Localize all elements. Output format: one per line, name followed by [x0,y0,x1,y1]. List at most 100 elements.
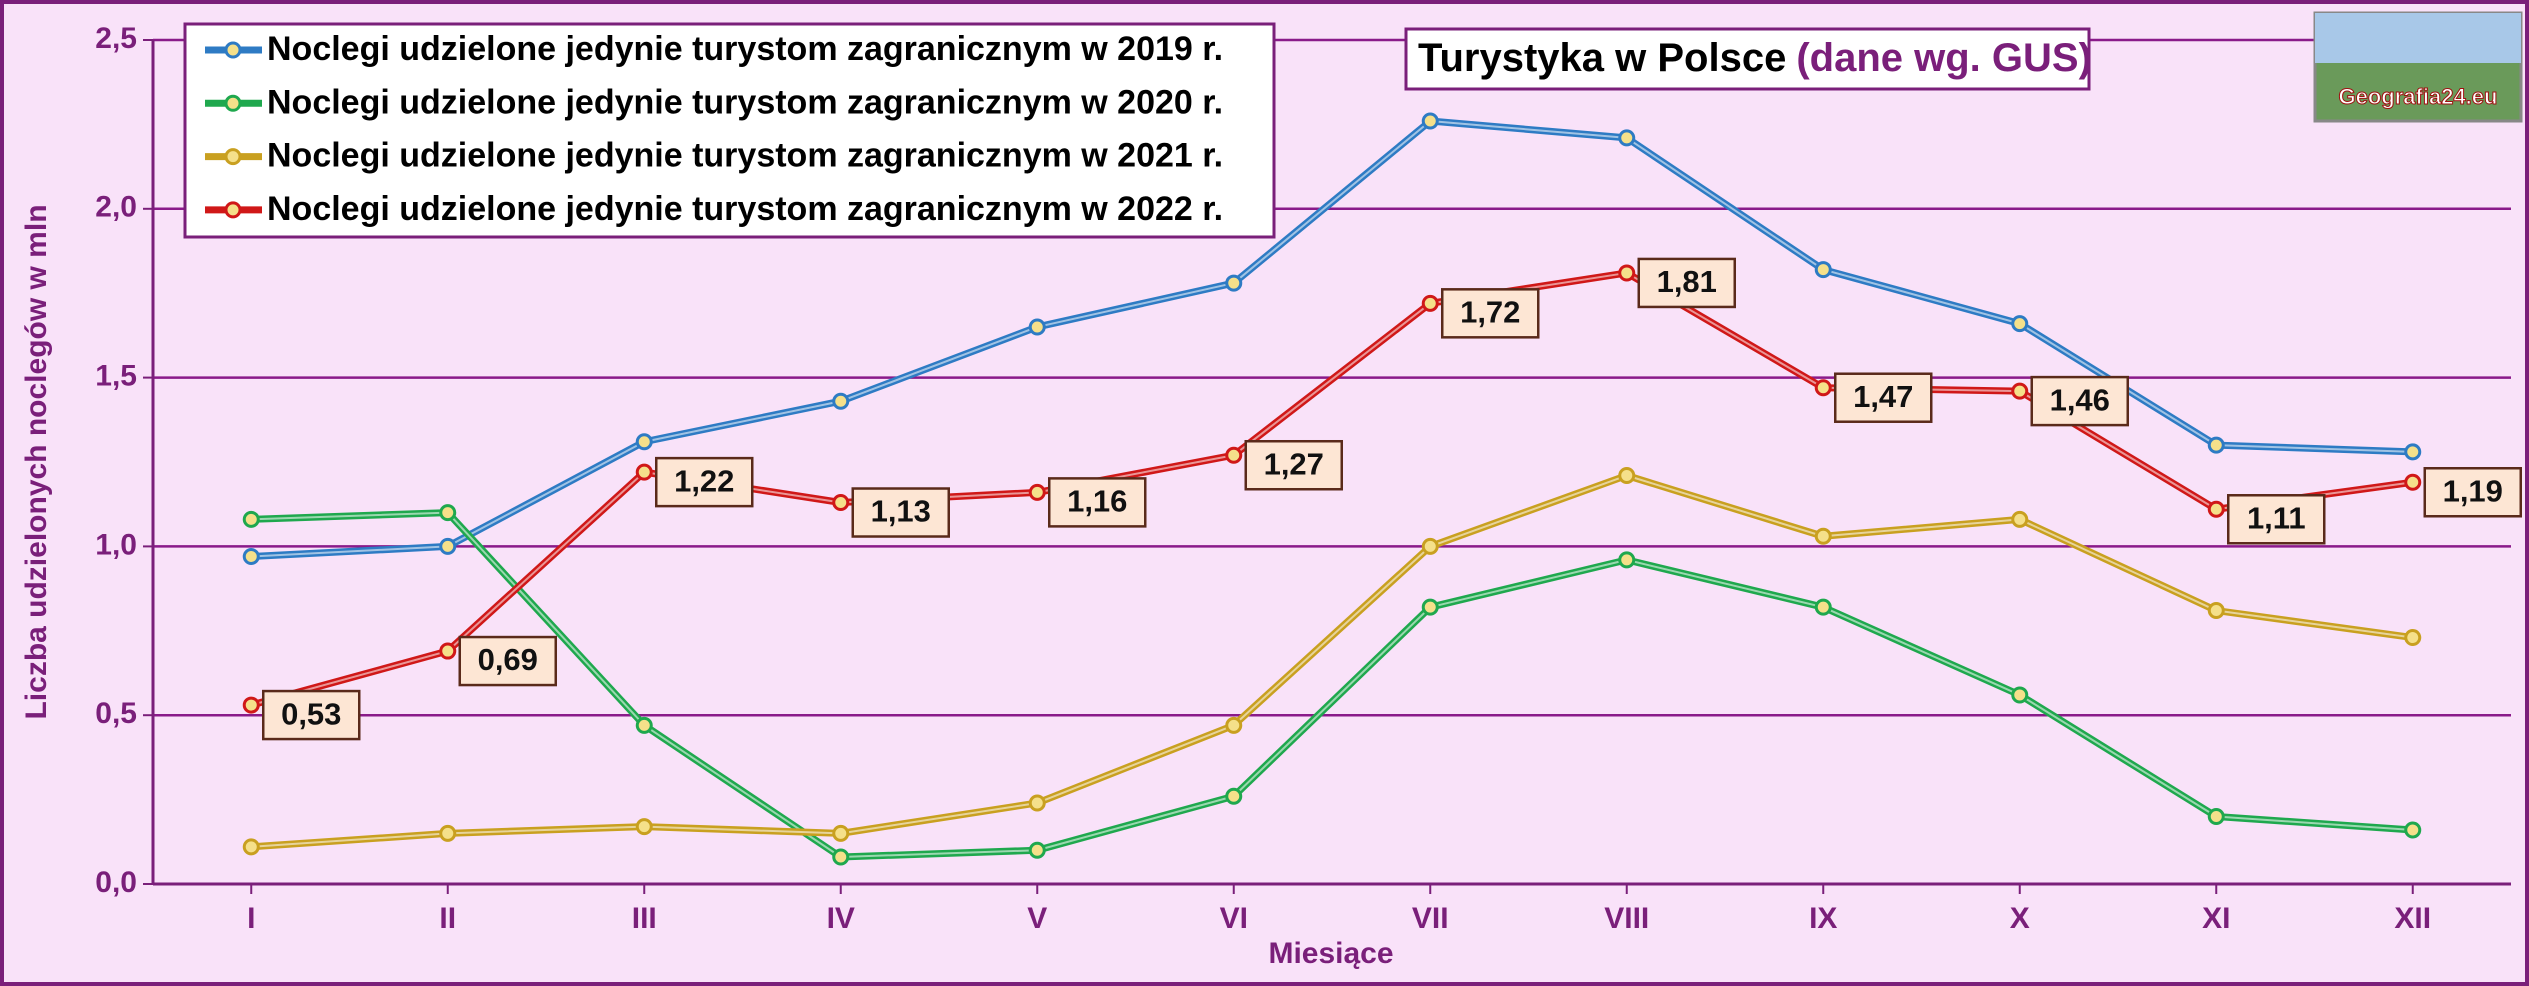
y-axis-label: Liczba udzielonych noclegów w mln [20,204,53,719]
x-tick-label: III [632,902,657,935]
point [2404,821,2422,839]
point [439,824,457,842]
point [439,537,457,555]
point [635,716,653,734]
point [2404,473,2422,491]
legend-marker [224,201,242,219]
data-label-box [1637,257,1736,309]
data-label-box [2423,467,2522,518]
x-tick-label: VII [1412,902,1449,935]
x-tick-label: XI [2202,902,2230,935]
point [832,848,850,866]
point [1421,598,1439,616]
data-label-box [851,487,950,538]
point [2011,382,2029,400]
x-tick-label: VI [1220,902,1248,935]
legend-marker [224,94,242,112]
point [1814,379,1832,397]
legend-label: Noclegi udzielone jedynie turystom zagra… [267,190,1223,228]
x-tick-label: IV [827,902,855,935]
point [1225,274,1243,292]
x-tick-label: XII [2394,902,2431,935]
y-tick-label: 2,0 [95,191,137,224]
point [2404,443,2422,461]
y-tick-label: 1,5 [95,360,137,393]
x-axis-label: Miesiące [1268,937,1393,970]
point [1225,787,1243,805]
x-tick-label: X [2010,902,2030,935]
data-label: 1,11 [2247,500,2306,535]
data-label: 1,22 [674,463,734,498]
point [1618,129,1636,147]
legend-label: Noclegi udzielone jedynie turystom zagra… [267,83,1223,121]
point [1028,841,1046,859]
logo-sky [2315,13,2521,63]
point [2011,686,2029,704]
y-tick-label: 0,0 [95,866,137,899]
x-tick-label: I [247,902,255,935]
data-label: 1,13 [871,494,931,529]
point [2207,807,2225,825]
point [242,696,260,714]
data-label: 1,16 [1067,484,1127,519]
data-label: 1,81 [1657,264,1717,299]
point [1225,446,1243,464]
legend: Noclegi udzielone jedynie turystom zagra… [183,22,1276,239]
point [242,548,260,566]
data-label-box [1441,288,1540,339]
point [2207,436,2225,454]
point [1618,467,1636,485]
point [832,824,850,842]
point [2011,510,2029,528]
point [1618,551,1636,569]
y-tick-label: 1,0 [95,528,137,561]
point [1618,264,1636,282]
title-main: Turystyka w Polsce [1418,36,1786,80]
point [1814,527,1832,545]
point [635,433,653,451]
series-line-highlight [251,511,2413,858]
data-label-box [1244,439,1343,491]
point [1814,598,1832,616]
x-tick-label: VIII [1604,902,1649,935]
point [1814,261,1832,279]
data-label: 1,47 [1853,379,1913,414]
title-box [1404,27,2091,91]
legend-marker [224,41,242,59]
data-label-box [2030,375,2129,427]
overlay: Turystyka w Polsce (dane wg. GUS) Geograf… [183,11,2523,239]
legend-marker [224,148,242,166]
data-label: 0,69 [478,642,538,677]
point [439,642,457,660]
point [1421,112,1439,130]
data-label-box [1834,372,1933,423]
x-tick-label: V [1027,902,1047,935]
data-label-box [655,456,754,508]
point [832,392,850,410]
data-label-box [2227,494,2326,545]
point [2404,629,2422,647]
legend-box [183,22,1276,239]
x-tick-label: II [439,902,456,935]
point [1028,483,1046,501]
series-line-highlight [251,120,2413,558]
data-label-box [1048,477,1147,528]
point [635,463,653,481]
point [2011,315,2029,333]
point [439,504,457,522]
data-label-box [262,689,361,741]
data-label: 1,72 [1460,295,1520,330]
point [242,510,260,528]
point [1421,537,1439,555]
data-label: 1,27 [1264,446,1324,481]
point [1028,794,1046,812]
data-label-box [458,635,557,687]
point [1028,318,1046,336]
point [1421,294,1439,312]
legend-label: Noclegi udzielone jedynie turystom zagra… [267,137,1223,175]
logo-text: Geografia24.eu [2339,84,2498,109]
data-label: 1,19 [2443,473,2503,508]
title-note: (dane wg. GUS) [1796,36,2092,80]
legend-label: Noclegi udzielone jedynie turystom zagra… [267,30,1223,68]
